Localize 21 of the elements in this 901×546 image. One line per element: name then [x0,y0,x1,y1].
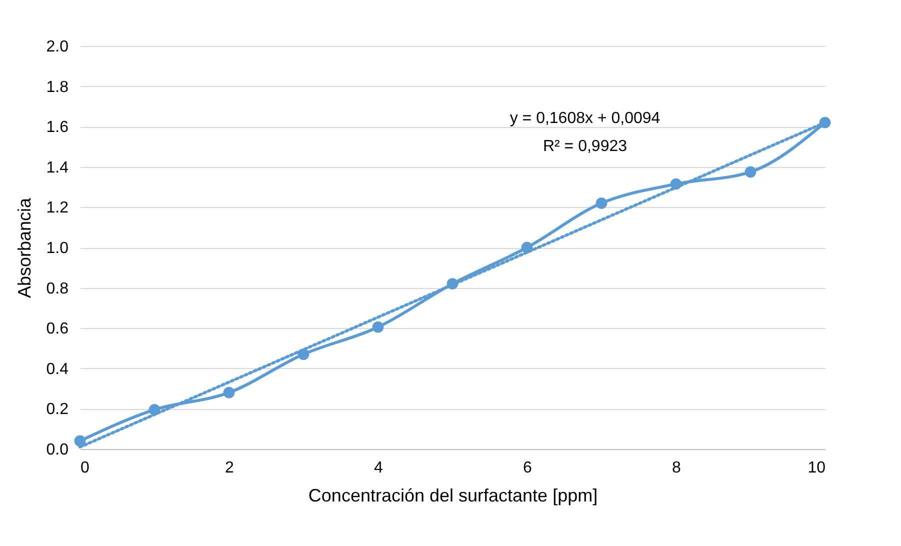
annotation: R² = 0,9923 [542,138,628,155]
y-tick-label: 0.8 [46,280,69,298]
x-tick-label: 0 [80,460,90,476]
y-tick-label: 1.8 [46,78,69,96]
y-tick-label: 0.2 [46,401,69,418]
x-axis-title: Concentración del surfactante [ppm] [308,486,598,506]
y-axis-title: Absorbancia [14,196,34,298]
y-tick-label: 1.2 [46,200,69,217]
x-tick-label: 8 [672,460,682,476]
y-tick-label: 1.0 [46,240,69,257]
y-tick-label: 1.4 [46,159,69,176]
x-tick-label: 2 [225,460,234,476]
y-tick-label: 2.0 [46,38,69,56]
y-tick-label: 0.0 [46,442,69,458]
x-tick-label: 10 [808,460,826,476]
y-tick-label: 0.6 [46,320,69,338]
y-tick-label: 0.4 [46,360,69,378]
x-tick-label: 4 [374,460,384,476]
x-tick-label: 6 [523,460,532,476]
y-tick-label: 1.6 [46,119,69,136]
annotation: y = 0,1608x + 0,0094 [510,110,660,127]
